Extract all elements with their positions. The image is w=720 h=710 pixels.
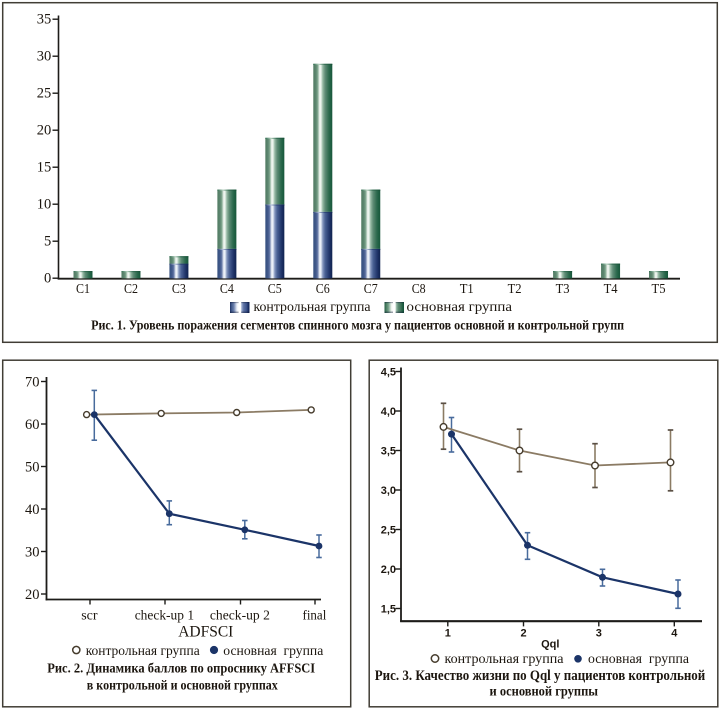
svg-text:T3: T3 bbox=[556, 281, 570, 296]
svg-text:final: final bbox=[303, 609, 327, 624]
svg-text:C3: C3 bbox=[172, 281, 186, 296]
svg-text:T4: T4 bbox=[604, 281, 618, 296]
svg-text:ADFSCI: ADFSCI bbox=[178, 624, 233, 641]
svg-text:3,5: 3,5 bbox=[381, 446, 396, 458]
svg-text:T5: T5 bbox=[652, 281, 666, 296]
svg-text:C4: C4 bbox=[220, 281, 234, 296]
svg-text:основная группа: основная группа bbox=[223, 644, 324, 659]
svg-text:5: 5 bbox=[44, 234, 51, 250]
svg-text:4,0: 4,0 bbox=[381, 406, 396, 418]
svg-text:контрольная группа: контрольная группа bbox=[445, 652, 565, 667]
svg-text:60: 60 bbox=[25, 417, 40, 433]
svg-text:20: 20 bbox=[25, 587, 40, 603]
svg-text:контрольная группа: контрольная группа bbox=[86, 644, 201, 659]
svg-text:30: 30 bbox=[25, 544, 40, 560]
svg-text:1,5: 1,5 bbox=[381, 604, 396, 616]
svg-text:Рис. 2. Динамика баллов по опр: Рис. 2. Динамика баллов по опроснику AFF… bbox=[47, 662, 315, 677]
svg-text:T1: T1 bbox=[460, 281, 474, 296]
svg-text:70: 70 bbox=[25, 374, 40, 390]
svg-text:Рис. 1. Уровень поражения сегм: Рис. 1. Уровень поражения сегментов спин… bbox=[91, 318, 624, 333]
svg-text:C7: C7 bbox=[364, 281, 378, 296]
svg-text:контрольная группа: контрольная группа bbox=[254, 300, 372, 315]
svg-text:4,5: 4,5 bbox=[381, 367, 396, 379]
svg-text:2,0: 2,0 bbox=[381, 564, 396, 576]
svg-text:Рис. 3. Качество жизни по Qql: Рис. 3. Качество жизни по Qql у пациенто… bbox=[375, 668, 706, 684]
svg-text:15: 15 bbox=[37, 160, 52, 176]
svg-text:C6: C6 bbox=[316, 281, 330, 296]
svg-text:scr: scr bbox=[81, 609, 98, 624]
svg-text:2: 2 bbox=[520, 628, 526, 640]
svg-text:20: 20 bbox=[37, 123, 52, 139]
svg-text:35: 35 bbox=[37, 12, 52, 28]
svg-text:и основной группы: и основной группы bbox=[490, 684, 599, 699]
svg-text:T2: T2 bbox=[508, 281, 522, 296]
svg-text:основная группа: основная группа bbox=[407, 300, 513, 315]
svg-text:C5: C5 bbox=[268, 281, 282, 296]
svg-text:30: 30 bbox=[37, 49, 52, 65]
svg-text:основная группа: основная группа bbox=[588, 652, 690, 667]
svg-text:C2: C2 bbox=[124, 281, 138, 296]
svg-text:4: 4 bbox=[671, 628, 678, 640]
svg-text:C8: C8 bbox=[412, 281, 426, 296]
svg-text:3,0: 3,0 bbox=[381, 485, 396, 497]
svg-text:check-up 1: check-up 1 bbox=[135, 609, 194, 624]
svg-text:40: 40 bbox=[25, 502, 40, 518]
svg-text:1: 1 bbox=[445, 628, 451, 640]
svg-text:25: 25 bbox=[37, 86, 52, 102]
svg-text:2,5: 2,5 bbox=[381, 525, 396, 537]
svg-text:0: 0 bbox=[44, 271, 51, 287]
svg-text:50: 50 bbox=[25, 459, 40, 475]
svg-text:10: 10 bbox=[37, 197, 52, 213]
svg-text:в контрольной и основной групп: в контрольной и основной группах bbox=[87, 678, 278, 693]
svg-text:C1: C1 bbox=[76, 281, 90, 296]
svg-text:3: 3 bbox=[596, 628, 602, 640]
svg-text:Qql: Qql bbox=[541, 639, 559, 651]
svg-text:check-up 2: check-up 2 bbox=[210, 609, 270, 624]
